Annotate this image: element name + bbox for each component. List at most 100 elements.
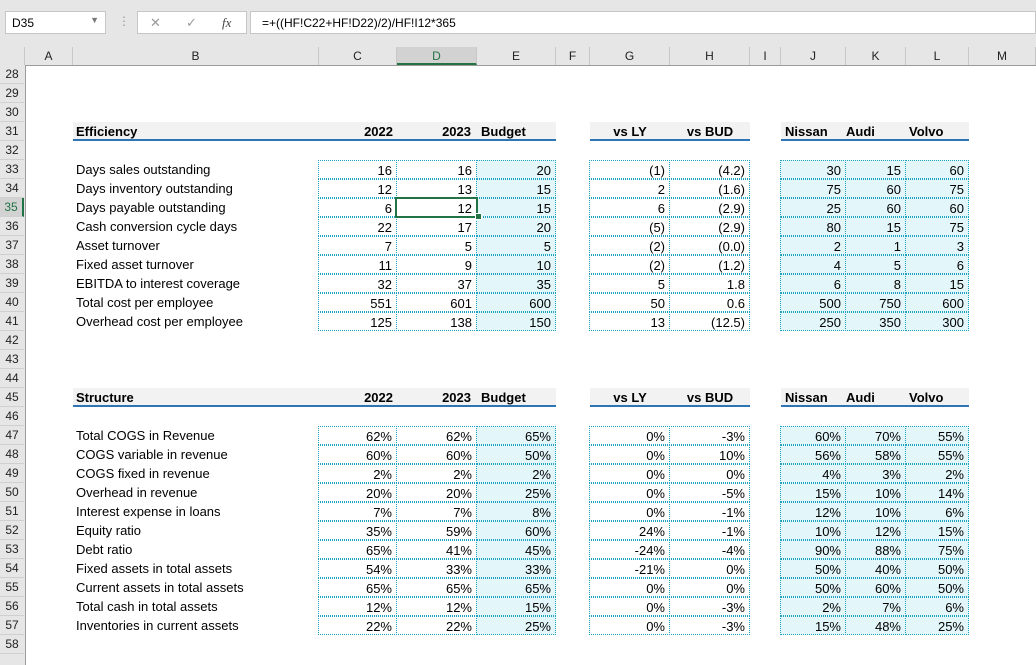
value-2023[interactable]: 60%: [396, 445, 477, 464]
peer-nissan[interactable]: 80: [780, 217, 846, 236]
peer-nissan[interactable]: 2: [780, 236, 846, 255]
variance-vs-bud[interactable]: (0.0): [669, 236, 750, 255]
value-2022[interactable]: 12%: [318, 597, 397, 616]
column-header-M[interactable]: M: [969, 47, 1036, 65]
peer-nissan[interactable]: 15%: [780, 483, 846, 502]
value-2022[interactable]: 22: [318, 217, 397, 236]
peer-audi[interactable]: 40%: [845, 559, 906, 578]
value-budget[interactable]: 5: [476, 236, 556, 255]
variance-vs-bud[interactable]: (2.9): [669, 198, 750, 217]
value-budget[interactable]: 15: [476, 179, 556, 198]
variance-vs-bud[interactable]: -3%: [669, 426, 750, 445]
peer-volvo[interactable]: 6%: [905, 597, 969, 616]
variance-vs-bud[interactable]: 0.6: [669, 293, 750, 312]
variance-vs-ly[interactable]: 0%: [589, 597, 670, 616]
variance-vs-bud[interactable]: -1%: [669, 521, 750, 540]
peer-nissan[interactable]: 50%: [780, 559, 846, 578]
variance-vs-ly[interactable]: 0%: [589, 483, 670, 502]
variance-vs-bud[interactable]: (4.2): [669, 160, 750, 179]
value-2023[interactable]: 17: [396, 217, 477, 236]
peer-nissan[interactable]: 2%: [780, 597, 846, 616]
fill-handle[interactable]: [475, 213, 482, 220]
peer-audi[interactable]: 58%: [845, 445, 906, 464]
variance-vs-ly[interactable]: 0%: [589, 426, 670, 445]
value-budget[interactable]: 45%: [476, 540, 556, 559]
column-header-D[interactable]: D: [397, 47, 477, 65]
peer-volvo[interactable]: 6: [905, 255, 969, 274]
variance-vs-ly[interactable]: 0%: [589, 464, 670, 483]
variance-vs-ly[interactable]: -24%: [589, 540, 670, 559]
variance-vs-bud[interactable]: (1.2): [669, 255, 750, 274]
value-2023[interactable]: 7%: [396, 502, 477, 521]
row-header-29[interactable]: 29: [0, 84, 24, 103]
variance-vs-ly[interactable]: 0%: [589, 445, 670, 464]
variance-vs-bud[interactable]: 0%: [669, 464, 750, 483]
value-2023[interactable]: 37: [396, 274, 477, 293]
row-header-40[interactable]: 40: [0, 293, 24, 312]
variance-vs-ly[interactable]: 50: [589, 293, 670, 312]
peer-volvo[interactable]: 75: [905, 179, 969, 198]
row-header-56[interactable]: 56: [0, 597, 24, 616]
row-header-46[interactable]: 46: [0, 407, 24, 426]
value-2023[interactable]: 13: [396, 179, 477, 198]
value-2023[interactable]: 9: [396, 255, 477, 274]
value-2022[interactable]: 20%: [318, 483, 397, 502]
value-2023[interactable]: 22%: [396, 616, 477, 635]
variance-vs-ly[interactable]: (2): [589, 255, 670, 274]
row-header-54[interactable]: 54: [0, 559, 24, 578]
column-header-B[interactable]: B: [73, 47, 319, 65]
peer-nissan[interactable]: 250: [780, 312, 846, 331]
select-all-corner[interactable]: [0, 47, 25, 65]
peer-nissan[interactable]: 12%: [780, 502, 846, 521]
value-2022[interactable]: 65%: [318, 540, 397, 559]
value-budget[interactable]: 15: [476, 198, 556, 217]
column-header-I[interactable]: I: [750, 47, 781, 65]
value-2023[interactable]: 65%: [396, 578, 477, 597]
value-2022[interactable]: 12: [318, 179, 397, 198]
insert-function-icon[interactable]: fx: [222, 15, 232, 30]
row-header-39[interactable]: 39: [0, 274, 24, 293]
value-2023[interactable]: 5: [396, 236, 477, 255]
value-2023[interactable]: 62%: [396, 426, 477, 445]
formula-bar-input[interactable]: =+((HF!C22+HF!D22)/2)/HF!I12*365: [250, 11, 1036, 34]
peer-volvo[interactable]: 75: [905, 217, 969, 236]
variance-vs-ly[interactable]: 5: [589, 274, 670, 293]
peer-volvo[interactable]: 50%: [905, 578, 969, 597]
row-header-45[interactable]: 45: [0, 388, 24, 407]
peer-nissan[interactable]: 4%: [780, 464, 846, 483]
value-budget[interactable]: 60%: [476, 521, 556, 540]
column-header-A[interactable]: A: [25, 47, 73, 65]
peer-volvo[interactable]: 75%: [905, 540, 969, 559]
variance-vs-bud[interactable]: -1%: [669, 502, 750, 521]
value-2022[interactable]: 65%: [318, 578, 397, 597]
value-2023[interactable]: 2%: [396, 464, 477, 483]
chevron-down-icon[interactable]: ▼: [90, 15, 99, 25]
value-budget[interactable]: 600: [476, 293, 556, 312]
variance-vs-bud[interactable]: 0%: [669, 559, 750, 578]
value-2023[interactable]: 33%: [396, 559, 477, 578]
column-header-F[interactable]: F: [556, 47, 590, 65]
value-budget[interactable]: 20: [476, 160, 556, 179]
value-budget[interactable]: 20: [476, 217, 556, 236]
value-2022[interactable]: 54%: [318, 559, 397, 578]
value-2022[interactable]: 2%: [318, 464, 397, 483]
row-header-58[interactable]: 58: [0, 635, 24, 654]
value-2022[interactable]: 22%: [318, 616, 397, 635]
value-2023[interactable]: 16: [396, 160, 477, 179]
variance-vs-bud[interactable]: -4%: [669, 540, 750, 559]
column-header-K[interactable]: K: [846, 47, 906, 65]
row-header-37[interactable]: 37: [0, 236, 24, 255]
variance-vs-bud[interactable]: (1.6): [669, 179, 750, 198]
variance-vs-ly[interactable]: 0%: [589, 502, 670, 521]
peer-volvo[interactable]: 60: [905, 160, 969, 179]
peer-audi[interactable]: 7%: [845, 597, 906, 616]
variance-vs-bud[interactable]: (12.5): [669, 312, 750, 331]
column-header-G[interactable]: G: [590, 47, 670, 65]
value-2022[interactable]: 35%: [318, 521, 397, 540]
value-2022[interactable]: 7%: [318, 502, 397, 521]
peer-volvo[interactable]: 600: [905, 293, 969, 312]
row-header-44[interactable]: 44: [0, 369, 24, 388]
peer-volvo[interactable]: 300: [905, 312, 969, 331]
peer-nissan[interactable]: 25: [780, 198, 846, 217]
peer-nissan[interactable]: 75: [780, 179, 846, 198]
